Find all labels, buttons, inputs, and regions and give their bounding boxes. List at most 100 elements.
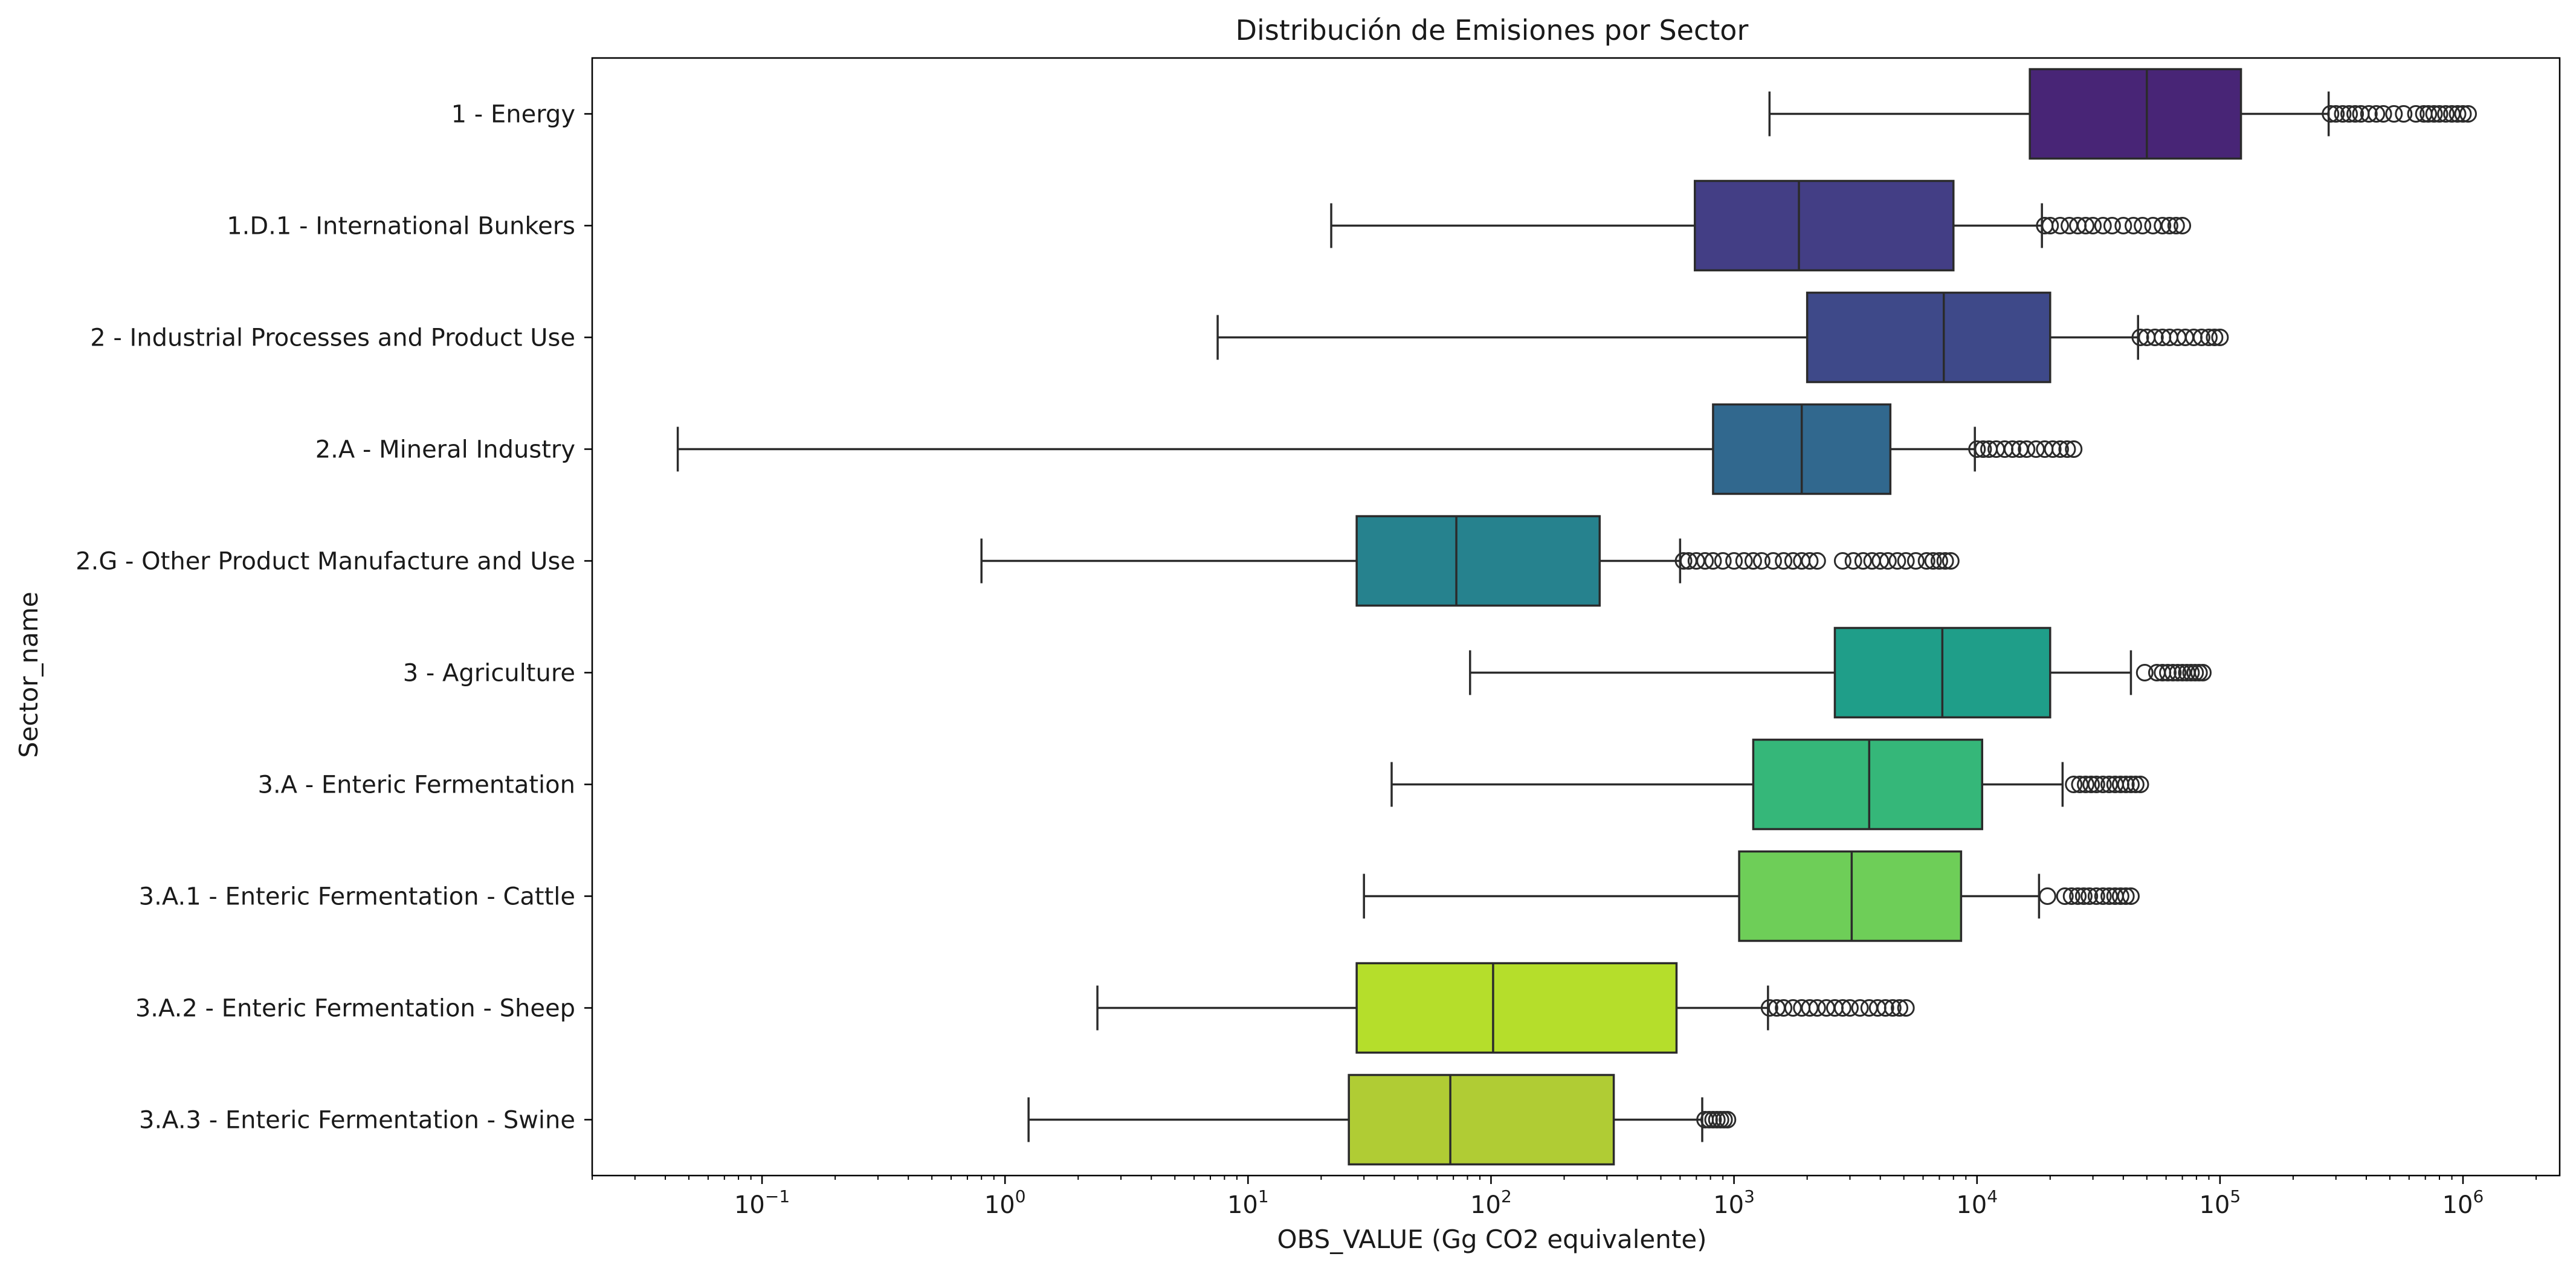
outlier-point: [2003, 440, 2021, 458]
outlier-point: [1808, 999, 1826, 1017]
y-axis-label: Sector_name: [14, 591, 44, 758]
x-tick-label: 103: [1713, 1186, 1755, 1219]
x-axis-label: OBS_VALUE (Gg CO2 equivalente): [1277, 1224, 1706, 1254]
box: [1752, 738, 1983, 831]
outlier-point: [1801, 999, 1819, 1017]
outlier-point: [1735, 552, 1753, 570]
outlier-point: [2111, 887, 2129, 905]
y-tick-label: 1 - Energy: [451, 101, 575, 129]
outlier-point: [2186, 664, 2204, 681]
x-tick-label: 102: [1470, 1186, 1512, 1219]
outlier-point: [2038, 887, 2056, 905]
outlier-point: [2094, 887, 2112, 905]
x-tick-label: 101: [1227, 1186, 1269, 1219]
outlier-point: [2146, 329, 2164, 346]
outlier-point: [2346, 105, 2365, 123]
outlier-point: [2322, 105, 2340, 123]
outlier-point: [2077, 776, 2095, 793]
outlier-point: [2340, 105, 2358, 123]
box-group: [980, 515, 1960, 607]
outlier-point: [1897, 999, 1915, 1017]
y-tick-label: 3 - Agriculture: [403, 660, 575, 687]
outlier-point: [2082, 776, 2100, 793]
outlier-point: [1841, 999, 1859, 1017]
x-tick-label: 10−1: [734, 1186, 790, 1219]
plot-frame: [591, 57, 2561, 1177]
x-tick-label: 105: [2199, 1186, 2241, 1219]
outlier-point: [2407, 105, 2425, 123]
outlier-point: [1687, 552, 1705, 570]
plot-area: [591, 57, 2561, 1177]
outlier-point: [2192, 329, 2210, 346]
outlier-point: [2454, 105, 2472, 123]
outlier-point: [1760, 999, 1778, 1017]
outlier-point: [1936, 552, 1954, 570]
box: [1355, 962, 1678, 1054]
outlier-point: [2100, 776, 2119, 793]
outlier-point: [2087, 776, 2105, 793]
outlier-point: [2159, 664, 2177, 681]
outlier-point: [2114, 217, 2132, 234]
outlier-point: [1851, 999, 1869, 1017]
outlier-point: [2419, 105, 2438, 123]
outlier-point: [1775, 999, 1793, 1017]
outlier-point: [2087, 887, 2105, 905]
outlier-point: [2084, 217, 2102, 234]
outlier-point: [2144, 217, 2162, 234]
box-group: [1469, 626, 2212, 719]
outlier-point: [1871, 552, 1890, 570]
x-tick-label: 100: [984, 1186, 1026, 1219]
box-group: [1330, 179, 2192, 272]
y-tick-label: 3.A - Enteric Fermentation: [258, 771, 576, 799]
y-tick-label: 3.A.2 - Enteric Fermentation - Sheep: [135, 995, 575, 1023]
outlier-point: [2395, 105, 2413, 123]
outlier-point: [2425, 105, 2443, 123]
outlier-point: [2374, 105, 2392, 123]
outlier-point: [2103, 217, 2121, 234]
box-group: [1768, 68, 2477, 160]
outlier-point: [2437, 105, 2455, 123]
x-tick-label: 106: [2442, 1186, 2484, 1219]
outlier-point: [2174, 217, 2192, 234]
outlier-point: [1725, 552, 1743, 570]
outlier-point: [2074, 887, 2093, 905]
x-tick-label: 104: [1956, 1186, 1998, 1219]
outlier-point: [1876, 999, 1894, 1017]
outlier-point: [1801, 552, 1819, 570]
box: [1738, 850, 1963, 942]
box-group: [1216, 291, 2229, 384]
outlier-point: [2117, 887, 2135, 905]
outlier-point: [1897, 552, 1915, 570]
outlier-point: [2206, 329, 2224, 346]
box: [1355, 515, 1601, 607]
box: [1348, 1073, 1615, 1166]
outlier-point: [2211, 329, 2229, 346]
outlier-point: [2044, 440, 2062, 458]
outlier-point: [2160, 217, 2178, 234]
y-axis: 1 - Energy 1.D.1 - International Bunkers 2…: [76, 101, 592, 1134]
outlier-point: [2094, 776, 2112, 793]
outlier-point: [2327, 105, 2345, 123]
outlier-point: [1879, 552, 1897, 570]
outlier-point: [2448, 105, 2467, 123]
outlier-point: [2018, 440, 2036, 458]
y-tick-label: 2.A - Mineral Industry: [315, 436, 575, 464]
outlier-point: [2131, 329, 2149, 346]
outlier-point: [2069, 887, 2087, 905]
outlier-point: [2094, 217, 2112, 234]
outlier-point: [2027, 440, 2045, 458]
box: [1694, 179, 1955, 272]
y-tick-label: 2.G - Other Product Manufacture and Use: [76, 548, 575, 576]
outlier-point: [2065, 776, 2083, 793]
outlier-point: [1714, 552, 1732, 570]
y-tick-label: 3.A.3 - Enteric Fermentation - Swine: [139, 1107, 575, 1134]
outlier-point: [2062, 887, 2080, 905]
outlier-point: [2193, 664, 2212, 681]
outlier-point: [1974, 440, 1992, 458]
outlier-point: [2131, 776, 2149, 793]
outlier-point: [1844, 552, 1862, 570]
outlier-point: [1752, 552, 1771, 570]
outlier-point: [2056, 887, 2074, 905]
outlier-point: [2182, 664, 2200, 681]
outlier-point: [2385, 105, 2403, 123]
